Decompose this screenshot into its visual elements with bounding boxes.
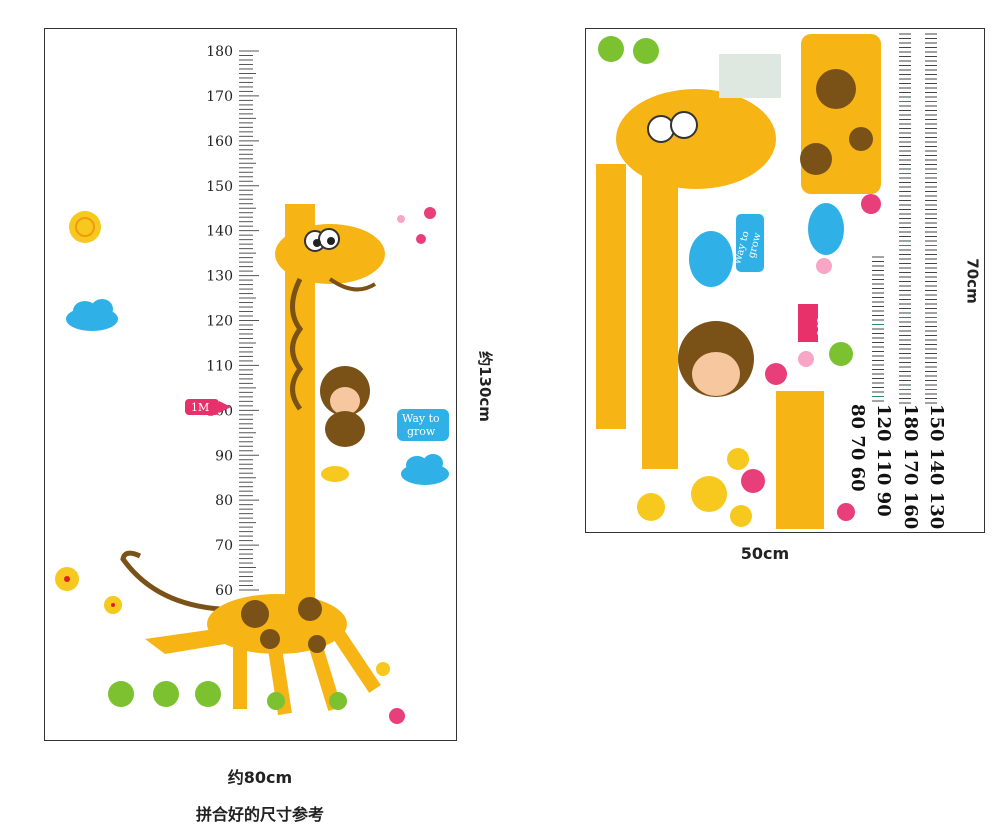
snail-icon [389,708,405,724]
cloud-icon [66,299,118,331]
ruler-label: 110 [206,358,233,374]
trees-icon [598,36,853,366]
sun-icon [69,211,101,243]
monkey [678,321,754,397]
ruler-numbers-row: 150 140 130 [926,404,947,529]
giraffe [120,204,385,716]
assembly-note: 拼合好的尺寸参考 [195,805,324,824]
ruler-label: 170 [206,89,233,105]
left-height-label: 约130cm [475,351,494,422]
ruler-label: 160 [206,134,233,150]
ruler-numbers-row: 120 110 90 [873,404,894,517]
flower-icon [104,596,122,614]
snail-icon [837,503,855,521]
product-thumbnail [719,54,781,98]
giraffe-illustration: 18017016015014013012011010090807060 [55,44,449,724]
sticker-sheet-panel: 1M Way to grow 150 140 130 180 170 160 1… [585,28,985,533]
hearts-icon [397,207,436,244]
ruler-label: 120 [206,314,233,330]
bubble-line-1: Way to [402,412,440,425]
one-meter-label: 1M [814,317,827,335]
trees-icon [108,681,347,710]
ruler-label: 140 [206,224,233,240]
one-meter-label: 1M [191,401,209,414]
height-ruler: 18017016015014013012011010090807060 [206,44,259,599]
one-meter-marker: 1M [185,399,231,415]
ruler-label: 130 [206,269,233,285]
cloud-icon [401,454,449,485]
ruler-label: 60 [215,583,233,599]
hearts-icon [741,194,881,493]
way-to-grow-bubble: Way to grow [732,214,764,272]
cloud-icon [689,203,844,287]
bubble-line-2: grow [407,425,436,438]
one-meter-marker: 1M [798,304,827,342]
sheet-illustration: 1M Way to grow 150 140 130 180 170 160 1… [596,33,947,529]
right-width-label: 50cm [740,544,790,563]
flower-icon [55,567,79,591]
flowers-icon [637,448,752,527]
assembled-sticker-panel: 18017016015014013012011010090807060 [44,28,457,741]
left-width-label: 约80cm [227,768,293,787]
ruler-label: 80 [215,493,233,509]
monkey [320,366,370,482]
ruler-label: 70 [215,538,233,554]
ruler-numbers-row: 180 170 160 [900,404,921,529]
ruler-label: 150 [206,179,233,195]
way-to-grow-bubble: Way to grow [397,409,449,441]
ruler-label: 90 [215,448,233,464]
flower-icon [376,662,390,676]
sheet-rulers [872,33,937,404]
right-height-label: 70cm [963,258,982,304]
ruler-numbers-row: 80 70 60 [847,404,868,492]
ruler-label: 180 [206,44,233,60]
